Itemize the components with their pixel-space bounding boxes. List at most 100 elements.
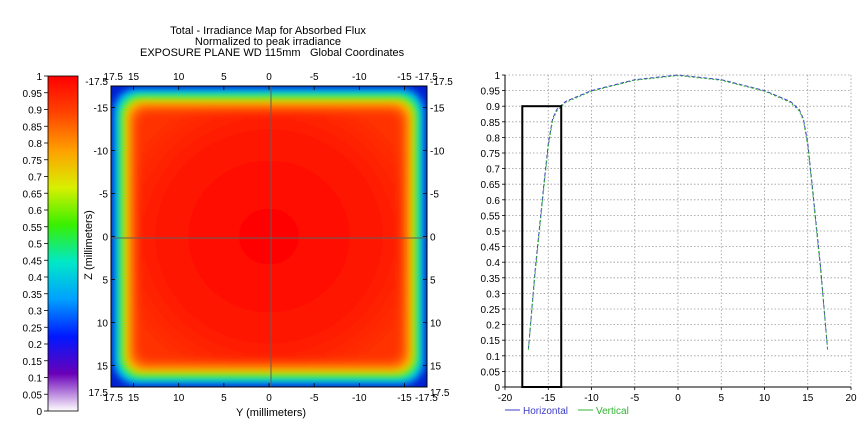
colorbar-tick-label: 0.75 [23,156,43,167]
colorbar-tick-label: 0.65 [23,189,43,200]
heatmap-left-tick-label: -15 [94,104,109,115]
heatmap-right-tick-label: -15 [430,104,445,115]
y-tick-label: 0.65 [481,180,501,191]
heatmap-left-tick-label: 5 [102,276,108,287]
heatmap-bottom-tick-label: 0 [266,393,272,404]
y-tick-label: 0.9 [486,102,500,113]
y-tick-label: 0 [494,383,500,394]
y-tick-label: 0.3 [486,289,500,300]
profile-series [527,74,829,350]
legend-horizontal-label: Horizontal [523,406,568,417]
heatmap-right-tick-label: 10 [430,319,442,330]
heatmap-left-tick-label: -17.5 [85,77,108,88]
series-line-vertical [527,75,829,350]
heatmap-xlabel: Y (millimeters) [236,407,306,419]
x-tick-label: -10 [584,393,599,404]
heatmap: 17.5 15 10 5 0 -5 -10 -15 -17.517.5 15 10 5 0 -5 -10 -1… [83,72,453,419]
y-tick-label: 0.95 [481,87,501,98]
heatmap-top-tick-label: -17.5 [415,72,438,83]
colorbar-gradient [47,75,79,412]
heatmap-field [114,89,424,384]
y-tick-label: 0.15 [481,336,501,347]
heatmap-right-tick-label: 0 [430,233,436,244]
colorbar-tick-label: 0.8 [28,139,42,150]
y-tick-label: 0.45 [481,243,501,254]
y-tick-label: 0.7 [486,165,500,176]
colorbar: 0 0.05 0.1 0.15 0.2 0.25 0.3 0.35 0.4 0.45 0.5 0.55… [23,72,79,418]
colorbar-tick-label: 0.9 [28,106,42,117]
y-tick-label: 0.8 [486,133,500,144]
colorbar-tick-label: 0.25 [23,323,43,334]
heatmap-right-tick-label: -17.5 [430,77,453,88]
heatmap-top-tick-label: 15 [128,72,140,83]
x-tick-label: 5 [718,393,724,404]
y-tick-label: 0.55 [481,211,501,222]
heatmap-bottom-tick-label: -15 [397,393,412,404]
x-tick-label: 10 [759,393,771,404]
heatmap-right-tick-label: 17.5 [430,388,450,399]
x-tick-label: 20 [845,393,857,404]
colorbar-tick-label: 0.55 [23,223,43,234]
y-tick-label: 0.85 [481,118,501,129]
colorbar-tick-label: 0 [36,407,42,418]
heatmap-right-tick-label: 15 [430,362,442,373]
heatmap-ticks: 17.5 15 10 5 0 -5 -10 -15 -17.517.5 15 10 5 0 -5 -10 -1… [85,72,453,404]
y-tick-label: 0.05 [481,367,501,378]
heatmap-left-tick-label: -10 [94,147,109,158]
heatmap-bottom-tick-label: 17.5 [104,393,124,404]
y-tick-label: 0.35 [481,274,501,285]
x-tick-label: 15 [802,393,814,404]
y-tick-label: 0.1 [486,352,500,363]
series-line-horizontal [527,74,829,350]
x-tick-label: -5 [630,393,639,404]
chart-title: Total - Irradiance Map for Absorbed Flux [170,25,366,37]
colorbar-tick-label: 0.2 [28,340,42,351]
heatmap-bottom-tick-label: 5 [221,393,227,404]
colorbar-tick-label: 0.6 [28,206,42,217]
heatmap-ylabel: Z (millimeters) [83,210,95,280]
y-tick-label: 0.6 [486,196,500,207]
y-tick-label: 0.4 [486,258,500,269]
heatmap-left-tick-label: 10 [97,319,109,330]
heatmap-top-tick-label: 10 [173,72,185,83]
legend-vertical-label: Vertical [596,406,629,417]
x-tick-label: 0 [675,393,681,404]
legend: Horizontal Vertical [505,406,629,417]
y-tick-label: 1 [494,71,500,82]
y-tick-label: 0.25 [481,305,501,316]
y-tick-label: 0.5 [486,227,500,238]
heatmap-top-tick-label: -15 [397,72,412,83]
colorbar-tick-label: 0.3 [28,307,42,318]
colorbar-tick-label: 0.5 [28,240,42,251]
profile-ticks: 0 0.05 0.1 0.15 0.2 0.25 0.3 0.35 0.4 0.45 0.5 0.55… [481,71,857,404]
heatmap-top-tick-label: 17.5 [104,72,124,83]
x-tick-label: -20 [498,393,513,404]
y-tick-label: 0.75 [481,149,501,160]
heatmap-bottom-tick-label: 10 [173,393,185,404]
profile-chart: 0 0.05 0.1 0.15 0.2 0.25 0.3 0.35 0.4 0.45 0.5 0.55… [481,71,857,417]
colorbar-tick-label: 0.1 [28,374,42,385]
heatmap-left-tick-label: 15 [97,362,109,373]
colorbar-tick-label: 1 [36,72,42,83]
colorbar-tick-label: 0.45 [23,256,43,267]
heatmap-right-tick-label: 5 [430,276,436,287]
heatmap-top-tick-label: -5 [310,72,319,83]
colorbar-tick-label: 0.35 [23,290,43,301]
heatmap-top-tick-label: 0 [266,72,272,83]
heatmap-left-tick-label: 17.5 [89,388,109,399]
y-tick-label: 0.2 [486,321,500,332]
heatmap-right-tick-label: -5 [430,190,439,201]
colorbar-tick-label: 0.7 [28,173,42,184]
heatmap-top-tick-label: 5 [221,72,227,83]
heatmap-bottom-tick-label: -10 [352,393,367,404]
heatmap-bottom-tick-label: -17.5 [415,393,438,404]
heatmap-left-tick-label: 0 [102,233,108,244]
heatmap-right-tick-label: -10 [430,147,445,158]
coords-label: Global Coordinates [310,47,405,59]
colorbar-tick-label: 0.15 [23,357,43,368]
plane-label: EXPOSURE PLANE WD 115mm [140,47,301,59]
chart-subtitle: Normalized to peak irradiance [195,36,341,48]
heatmap-bottom-tick-label: 15 [128,393,140,404]
colorbar-ticks: 0 0.05 0.1 0.15 0.2 0.25 0.3 0.35 0.4 0.45 0.5 0.55… [23,72,48,418]
colorbar-tick-label: 0.05 [23,390,43,401]
